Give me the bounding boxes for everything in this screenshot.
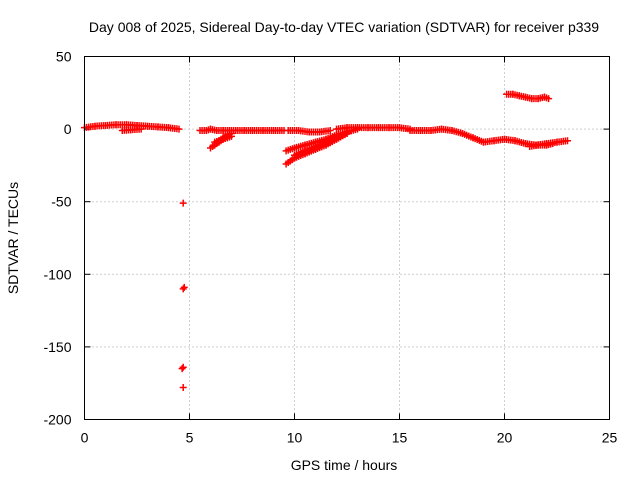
data-point [178,365,186,373]
data-point [179,363,187,371]
y-tick-label: -50 [51,194,71,210]
x-axis-label: GPS time / hours [291,457,398,473]
x-tick-label: 15 [392,430,408,446]
data-point [175,125,183,133]
data-point [180,283,188,291]
y-tick-label: 0 [64,121,72,137]
chart-title: Day 008 of 2025, Sidereal Day-to-day VTE… [89,19,599,35]
y-tick-label: -100 [43,266,71,282]
axis-tick-labels: 0 5 10 15 20 25 -200 -150 -100 -50 0 50 [43,49,617,446]
data-point [179,285,187,293]
plot-frame [84,56,610,420]
grid [84,56,610,420]
y-axis-label: SDTVAR / TECUs [5,182,21,294]
data-point [179,199,187,207]
x-tick-label: 0 [81,430,89,446]
data-point [228,129,235,137]
x-tick-label: 25 [602,430,618,446]
data-series [81,90,571,392]
data-point [326,127,334,135]
data-point [564,137,571,145]
y-tick-label: 50 [56,49,72,65]
data-point [545,95,553,103]
data-point [137,125,145,133]
axis-ticks [84,56,610,420]
data-point [549,140,557,148]
data-point [179,384,187,392]
x-tick-label: 20 [497,430,513,446]
x-tick-label: 5 [186,430,194,446]
x-tick-label: 10 [287,430,303,446]
y-tick-label: -200 [43,412,71,428]
y-tick-label: -150 [43,339,71,355]
